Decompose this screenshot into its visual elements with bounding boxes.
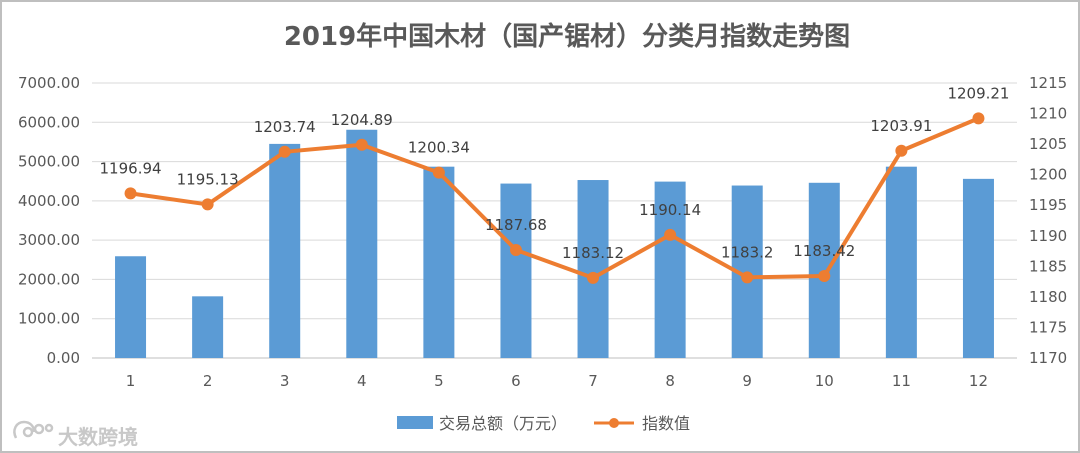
x-tick-label: 1 [126,372,136,390]
bar [115,256,147,358]
bar [577,180,609,358]
bar [346,129,378,358]
x-tick-label: 9 [742,372,752,390]
y-left-tick-label: 7000.00 [18,74,80,92]
y-right-tick-label: 1190 [1029,227,1067,245]
line-point [355,138,368,151]
bar [423,166,455,358]
data-label: 1200.34 [408,139,470,157]
line-point [432,166,445,179]
bar [654,181,686,358]
line-point [972,112,985,125]
data-label: 1183.12 [562,244,624,262]
y-right-tick-label: 1195 [1029,196,1067,214]
line-point [818,269,831,282]
line-point [664,228,677,241]
chart-title: 2019年中国木材（国产锯材）分类月指数走势图 [284,21,850,52]
line-point [741,271,754,284]
y-left-tick-label: 0.00 [47,349,80,367]
x-tick-label: 11 [892,372,911,390]
x-tick-label: 7 [588,372,598,390]
y-right-tick-label: 1215 [1029,74,1067,92]
y-right-tick-label: 1170 [1029,349,1067,367]
data-label: 1183.2 [721,243,774,261]
data-label: 1204.89 [331,111,393,129]
x-tick-label: 10 [815,372,834,390]
legend-marker-line [609,418,619,428]
x-tick-label: 8 [665,372,675,390]
x-tick-label: 5 [434,372,444,390]
x-tick-label: 3 [280,372,290,390]
data-label: 1187.68 [485,216,547,234]
y-left-tick-label: 4000.00 [18,192,80,210]
y-right-tick-label: 1185 [1029,257,1067,275]
axes: 0.00 1000.00 2000.00 3000.00 4000.00 5000.00 6… [18,74,1067,390]
x-tick-label: 4 [357,372,367,390]
x-tick-label: 6 [511,372,521,390]
line-point [124,187,137,200]
legend-swatch-bar [397,416,433,429]
bar-series [115,129,994,358]
y-right-tick-label: 1180 [1029,288,1067,306]
y-right-tick-label: 1175 [1029,318,1067,336]
index-line [130,116,980,280]
data-label: 1196.94 [100,159,162,177]
y-left-tick-label: 3000.00 [18,231,80,249]
x-tick-label: 2 [203,372,213,390]
watermark-text: 大数跨境 [58,425,138,449]
line-series [124,112,985,284]
line-point [509,243,522,256]
data-label: 1203.91 [870,117,932,135]
legend-label-bar: 交易总额（万元） [439,414,567,433]
line-point [895,144,908,157]
y-left-tick-label: 2000.00 [18,270,80,288]
bar [885,166,917,358]
gridlines [92,82,1017,359]
bar [192,296,224,358]
data-label: 1203.74 [254,118,316,136]
bar [500,183,532,358]
y-right-tick-label: 1200 [1029,166,1067,184]
data-label: 1183.42 [793,242,855,260]
bar [269,143,301,358]
line-point [201,198,214,211]
y-right-tick-label: 1205 [1029,135,1067,153]
line-point [587,271,600,284]
x-tick-label: 12 [969,372,988,390]
y-left-tick-label: 1000.00 [18,310,80,328]
data-label: 1190.14 [639,201,701,219]
y-left-tick-label: 5000.00 [18,153,80,171]
data-label: 1195.13 [177,170,239,188]
data-labels: 1196.94 1195.13 1203.74 1204.89 1200.34 1187.… [100,84,1010,261]
line-point [278,145,291,158]
bar [962,178,994,358]
legend-label-line: 指数值 [642,414,690,433]
y-left-tick-label: 6000.00 [18,113,80,131]
watermark: 大数跨境 [13,420,138,449]
brand-logo-icon [13,420,54,439]
data-label: 1209.21 [947,84,1009,102]
y-right-tick-label: 1210 [1029,105,1067,123]
legend: 交易总额（万元） 指数值 [397,414,690,433]
